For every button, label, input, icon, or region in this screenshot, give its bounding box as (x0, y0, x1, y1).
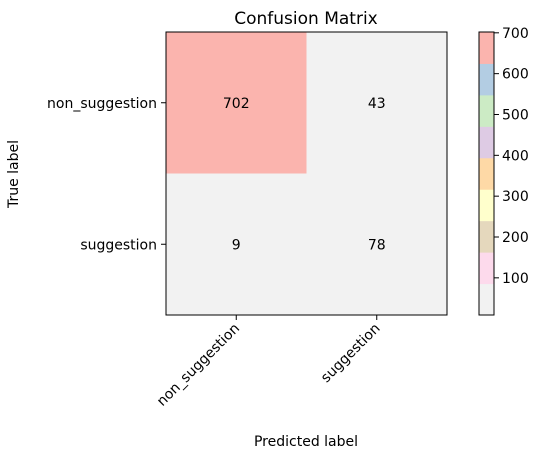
colorbar-band (479, 220, 494, 253)
colorbar-band (479, 189, 494, 222)
colorbar-tick-label: 200 (502, 230, 529, 246)
colorbar-band (479, 94, 494, 127)
x-axis-ticks: non_suggestion suggestion (154, 315, 384, 410)
matrix-cell (306, 32, 448, 174)
matrix-cell-labels: 702 43 9 78 (223, 96, 386, 254)
matrix-cell (306, 173, 448, 316)
matrix-cell-value: 43 (368, 96, 386, 112)
plot-frame (165, 31, 448, 316)
colorbar-tick-label: 700 (502, 26, 529, 42)
x-axis-label: Predicted label (254, 434, 358, 450)
colorbar-tick-label: 300 (502, 189, 529, 205)
x-tick-label: suggestion (318, 321, 384, 387)
matrix-cell (166, 173, 307, 316)
y-axis-label: True label (6, 140, 22, 209)
colorbar-tick-label: 500 (502, 107, 529, 123)
y-tick-label: non_suggestion (47, 96, 157, 112)
y-axis-ticks: non_suggestion suggestion (47, 96, 166, 253)
matrix-cell-value: 702 (223, 96, 250, 112)
colorbar-band (479, 283, 494, 316)
matrix-cell-value: 9 (232, 237, 241, 253)
x-tick-label: non_suggestion (154, 321, 243, 410)
colorbar-tick-label: 100 (502, 271, 529, 287)
y-tick-label: suggestion (80, 237, 157, 253)
colorbar-tick-label: 600 (502, 67, 529, 83)
colorbar (479, 32, 494, 316)
colorbar-tick-label: 400 (502, 148, 529, 164)
colorbar-band (479, 63, 494, 96)
matrix-cell (166, 32, 307, 174)
matrix-cell-value: 78 (368, 237, 386, 253)
chart-title: Confusion Matrix (234, 9, 378, 29)
colorbar-ticks: 100 200 300 400 500 600 700 (494, 26, 529, 287)
matrix-cells (166, 32, 448, 316)
colorbar-band (479, 157, 494, 190)
colorbar-band (479, 126, 494, 159)
colorbar-band (479, 32, 494, 64)
colorbar-frame (478, 31, 495, 316)
colorbar-band (479, 252, 494, 285)
